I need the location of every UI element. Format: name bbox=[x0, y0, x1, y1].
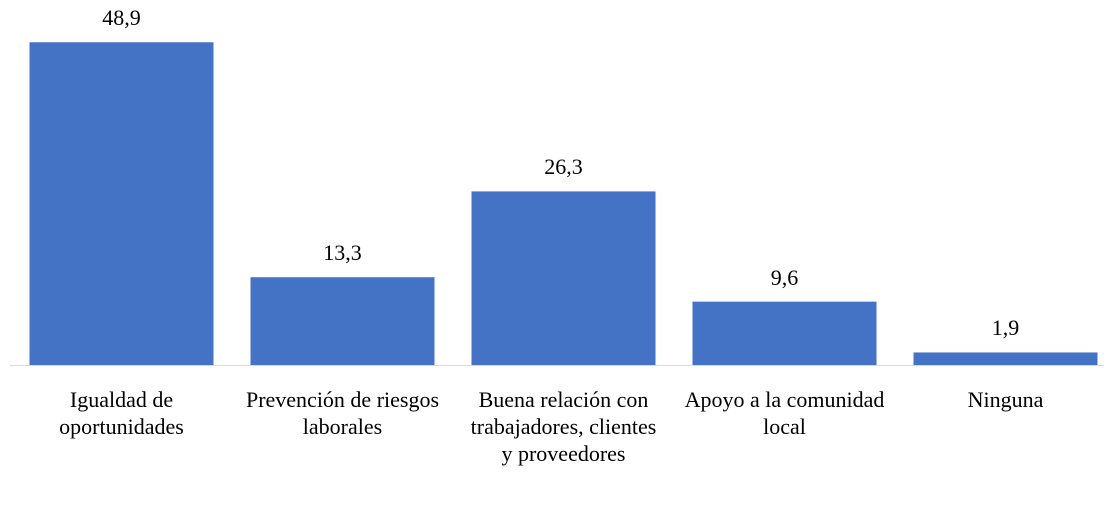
category-label: Ninguna bbox=[967, 387, 1044, 412]
category-label: Igualdad de oportunidades bbox=[59, 387, 184, 439]
bar bbox=[250, 277, 435, 365]
bar bbox=[913, 352, 1098, 365]
category-label: Buena relación con trabajadores, cliente… bbox=[470, 387, 657, 466]
value-label: 48,9 bbox=[102, 5, 141, 31]
bar bbox=[692, 301, 877, 365]
bar bbox=[29, 42, 214, 365]
value-label: 26,3 bbox=[544, 154, 583, 180]
value-label: 13,3 bbox=[323, 240, 362, 266]
bar bbox=[471, 191, 656, 365]
value-label: 9,6 bbox=[770, 264, 799, 290]
category-label: Apoyo a la comunidad local bbox=[684, 387, 885, 439]
value-label: 1,9 bbox=[991, 315, 1020, 341]
category-label: Prevención de riesgos laborales bbox=[245, 387, 440, 439]
